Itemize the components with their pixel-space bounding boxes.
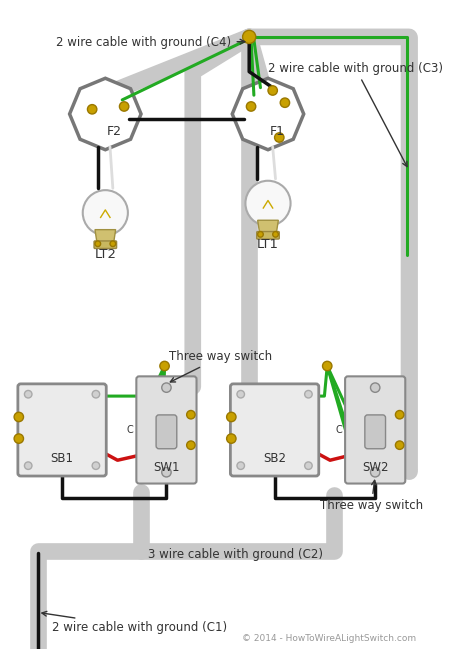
Circle shape (14, 434, 24, 444)
Circle shape (92, 462, 100, 470)
Circle shape (237, 391, 245, 398)
Circle shape (95, 241, 100, 247)
Circle shape (227, 412, 236, 421)
Circle shape (160, 361, 169, 371)
Polygon shape (95, 229, 116, 242)
Circle shape (273, 231, 278, 237)
Circle shape (187, 411, 195, 419)
Text: 2 wire cable with ground (C3): 2 wire cable with ground (C3) (268, 62, 443, 167)
Circle shape (258, 231, 263, 237)
FancyBboxPatch shape (156, 415, 177, 449)
Circle shape (371, 383, 380, 392)
FancyBboxPatch shape (257, 231, 279, 239)
Text: SB2: SB2 (263, 452, 286, 465)
Circle shape (119, 102, 129, 111)
Text: Three way switch: Three way switch (169, 351, 273, 382)
Text: LT2: LT2 (94, 248, 116, 261)
Polygon shape (258, 220, 278, 232)
FancyBboxPatch shape (345, 377, 405, 484)
Text: © 2014 - HowToWireALightSwitch.com: © 2014 - HowToWireALightSwitch.com (242, 634, 416, 644)
Circle shape (246, 102, 256, 111)
Circle shape (87, 104, 97, 114)
Text: F2: F2 (107, 124, 122, 138)
FancyBboxPatch shape (18, 384, 106, 476)
Circle shape (227, 434, 236, 444)
Text: Three way switch: Three way switch (319, 480, 423, 512)
Circle shape (187, 441, 195, 450)
Circle shape (274, 133, 284, 142)
Circle shape (371, 468, 380, 477)
Circle shape (322, 361, 332, 371)
Circle shape (246, 181, 291, 226)
Circle shape (162, 383, 171, 392)
Circle shape (25, 462, 32, 470)
Circle shape (243, 30, 256, 43)
Text: 2 wire cable with ground (C4): 2 wire cable with ground (C4) (56, 36, 245, 50)
Circle shape (395, 441, 404, 450)
Text: 3 wire cable with ground (C2): 3 wire cable with ground (C2) (147, 548, 323, 561)
Circle shape (92, 391, 100, 398)
Circle shape (305, 391, 312, 398)
Text: LT1: LT1 (257, 238, 279, 252)
Circle shape (280, 98, 290, 108)
Circle shape (268, 86, 277, 95)
FancyBboxPatch shape (137, 377, 197, 484)
Circle shape (14, 412, 24, 421)
FancyBboxPatch shape (94, 241, 117, 248)
Text: F1: F1 (270, 124, 285, 138)
Circle shape (83, 190, 128, 235)
Circle shape (395, 411, 404, 419)
Text: 2 wire cable with ground (C1): 2 wire cable with ground (C1) (42, 611, 227, 634)
Circle shape (110, 241, 116, 247)
Text: SW2: SW2 (362, 462, 388, 474)
Polygon shape (70, 78, 141, 150)
Circle shape (305, 462, 312, 470)
Text: SB1: SB1 (51, 452, 73, 465)
FancyBboxPatch shape (230, 384, 319, 476)
Circle shape (162, 468, 171, 477)
Text: SW1: SW1 (153, 462, 180, 474)
Text: C: C (127, 425, 134, 435)
FancyBboxPatch shape (365, 415, 385, 449)
Circle shape (237, 462, 245, 470)
Text: C: C (336, 425, 342, 435)
Polygon shape (232, 78, 304, 150)
Circle shape (25, 391, 32, 398)
